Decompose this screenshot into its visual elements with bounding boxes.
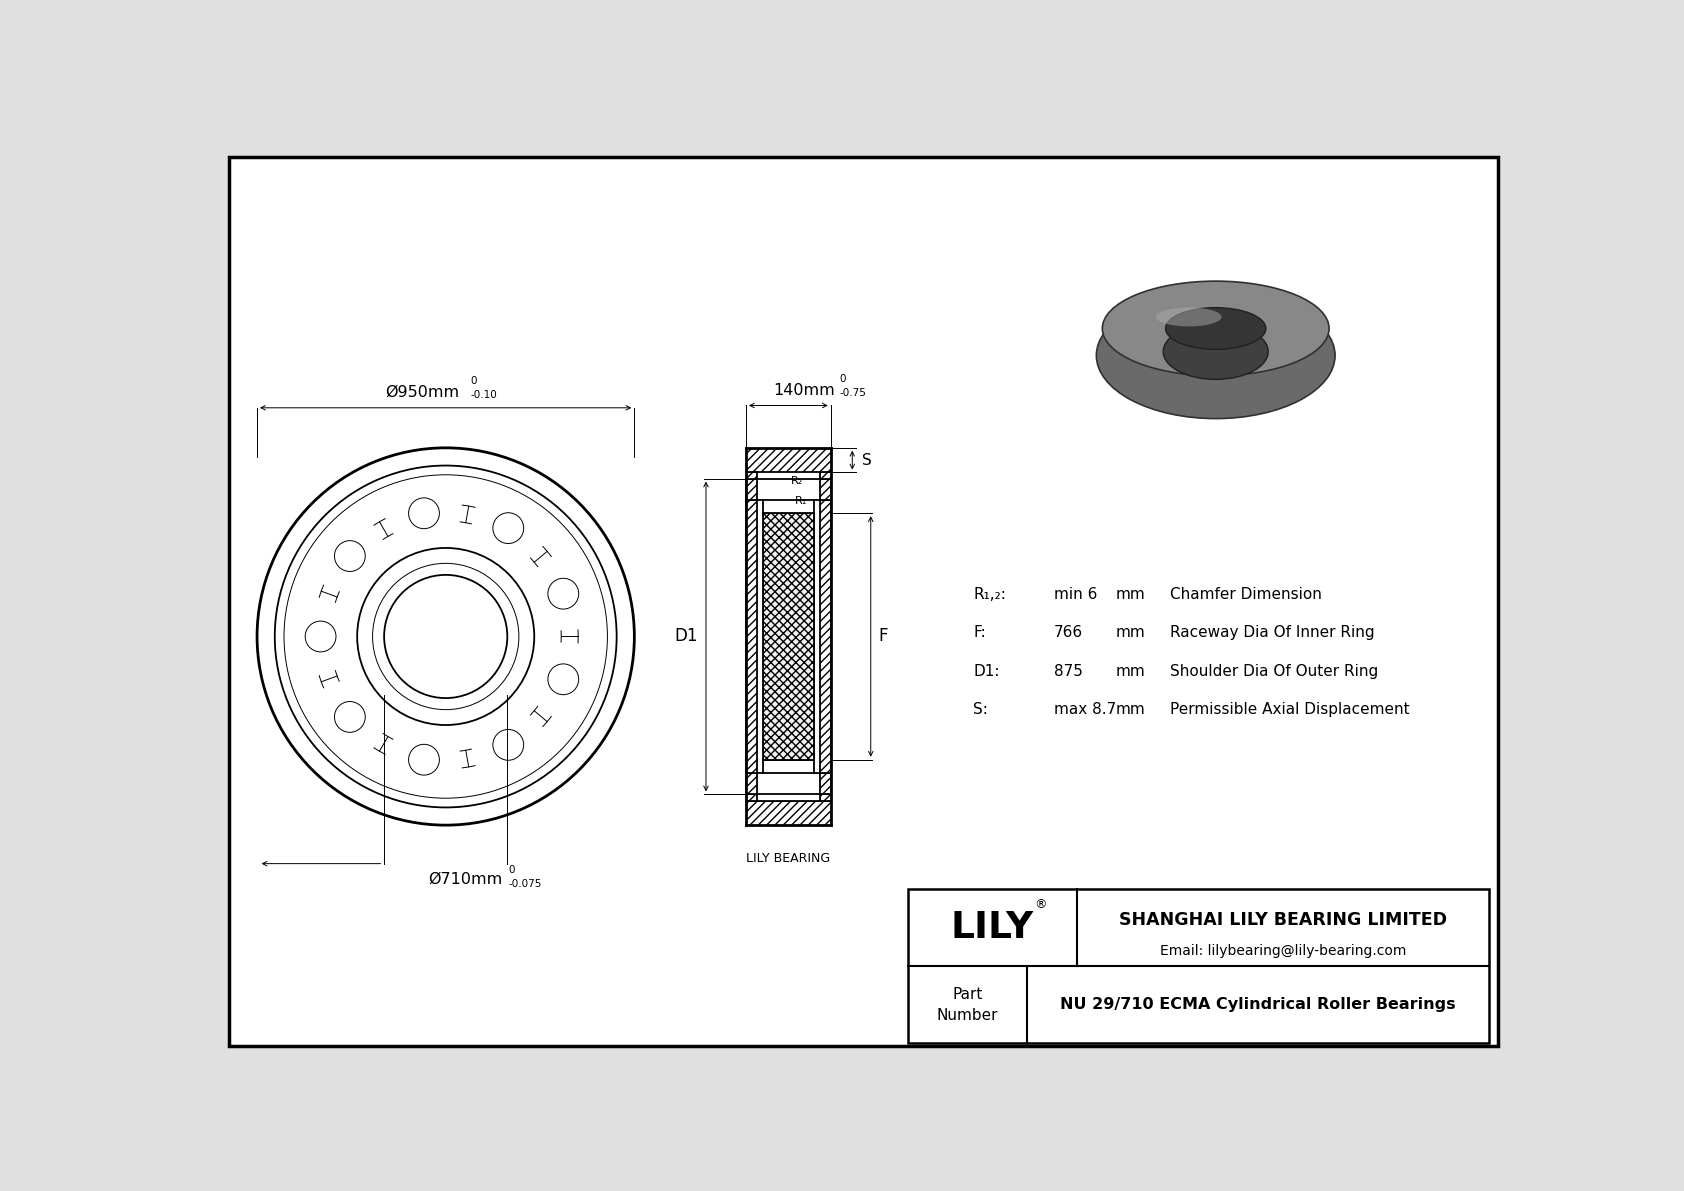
- Text: Email: lilybearing@lily-bearing.com: Email: lilybearing@lily-bearing.com: [1160, 943, 1406, 958]
- Text: SHANGHAI LILY BEARING LIMITED: SHANGHAI LILY BEARING LIMITED: [1120, 911, 1447, 929]
- Text: 0: 0: [509, 865, 515, 875]
- Bar: [746, 479, 830, 500]
- Text: D1: D1: [675, 628, 699, 646]
- Text: S: S: [862, 453, 871, 468]
- Text: -0.10: -0.10: [470, 391, 497, 400]
- Text: R₂: R₂: [791, 476, 803, 486]
- Ellipse shape: [1155, 307, 1221, 326]
- Text: Ø710mm: Ø710mm: [428, 872, 502, 886]
- Text: 0: 0: [470, 376, 477, 386]
- Ellipse shape: [1164, 324, 1268, 380]
- Text: D1:: D1:: [973, 663, 1000, 679]
- Bar: [763, 500, 813, 773]
- Text: F:: F:: [973, 625, 985, 640]
- Text: ®: ®: [1034, 898, 1046, 911]
- Text: Permissible Axial Displacement: Permissible Axial Displacement: [1169, 703, 1410, 717]
- Bar: [746, 800, 830, 825]
- Text: Chamfer Dimension: Chamfer Dimension: [1169, 587, 1322, 601]
- Text: LILY: LILY: [951, 910, 1034, 946]
- Ellipse shape: [1103, 281, 1329, 376]
- Bar: [746, 448, 830, 473]
- Bar: [820, 473, 830, 800]
- Text: min 6: min 6: [1054, 587, 1098, 601]
- Text: 140mm: 140mm: [773, 382, 835, 398]
- Ellipse shape: [1096, 292, 1335, 418]
- Text: -0.75: -0.75: [839, 388, 866, 398]
- Text: NU 29/710 ECMA Cylindrical Roller Bearings: NU 29/710 ECMA Cylindrical Roller Bearin…: [1061, 997, 1457, 1012]
- Text: LILY BEARING: LILY BEARING: [746, 852, 830, 865]
- Bar: [813, 500, 830, 773]
- Text: 0: 0: [839, 374, 845, 384]
- Text: -0.075: -0.075: [509, 879, 542, 888]
- Text: mm: mm: [1115, 663, 1145, 679]
- Text: F: F: [879, 628, 887, 646]
- Bar: [756, 473, 820, 800]
- Text: 766: 766: [1054, 625, 1083, 640]
- Text: Shoulder Dia Of Outer Ring: Shoulder Dia Of Outer Ring: [1169, 663, 1378, 679]
- Bar: [746, 500, 763, 773]
- Bar: [746, 473, 756, 800]
- Text: mm: mm: [1115, 625, 1145, 640]
- Text: Ø950mm: Ø950mm: [386, 385, 460, 400]
- Text: 875: 875: [1054, 663, 1083, 679]
- Bar: [763, 513, 813, 760]
- Text: mm: mm: [1115, 703, 1145, 717]
- Text: Raceway Dia Of Inner Ring: Raceway Dia Of Inner Ring: [1169, 625, 1374, 640]
- Text: max 8.7: max 8.7: [1054, 703, 1116, 717]
- Bar: [746, 773, 830, 794]
- Text: R₁,₂:: R₁,₂:: [973, 587, 1005, 601]
- Ellipse shape: [1165, 307, 1266, 349]
- Text: S:: S:: [973, 703, 989, 717]
- Text: Part
Number: Part Number: [936, 986, 999, 1023]
- Bar: [908, 888, 1489, 1043]
- Text: R₁: R₁: [795, 497, 808, 506]
- Text: mm: mm: [1115, 587, 1145, 601]
